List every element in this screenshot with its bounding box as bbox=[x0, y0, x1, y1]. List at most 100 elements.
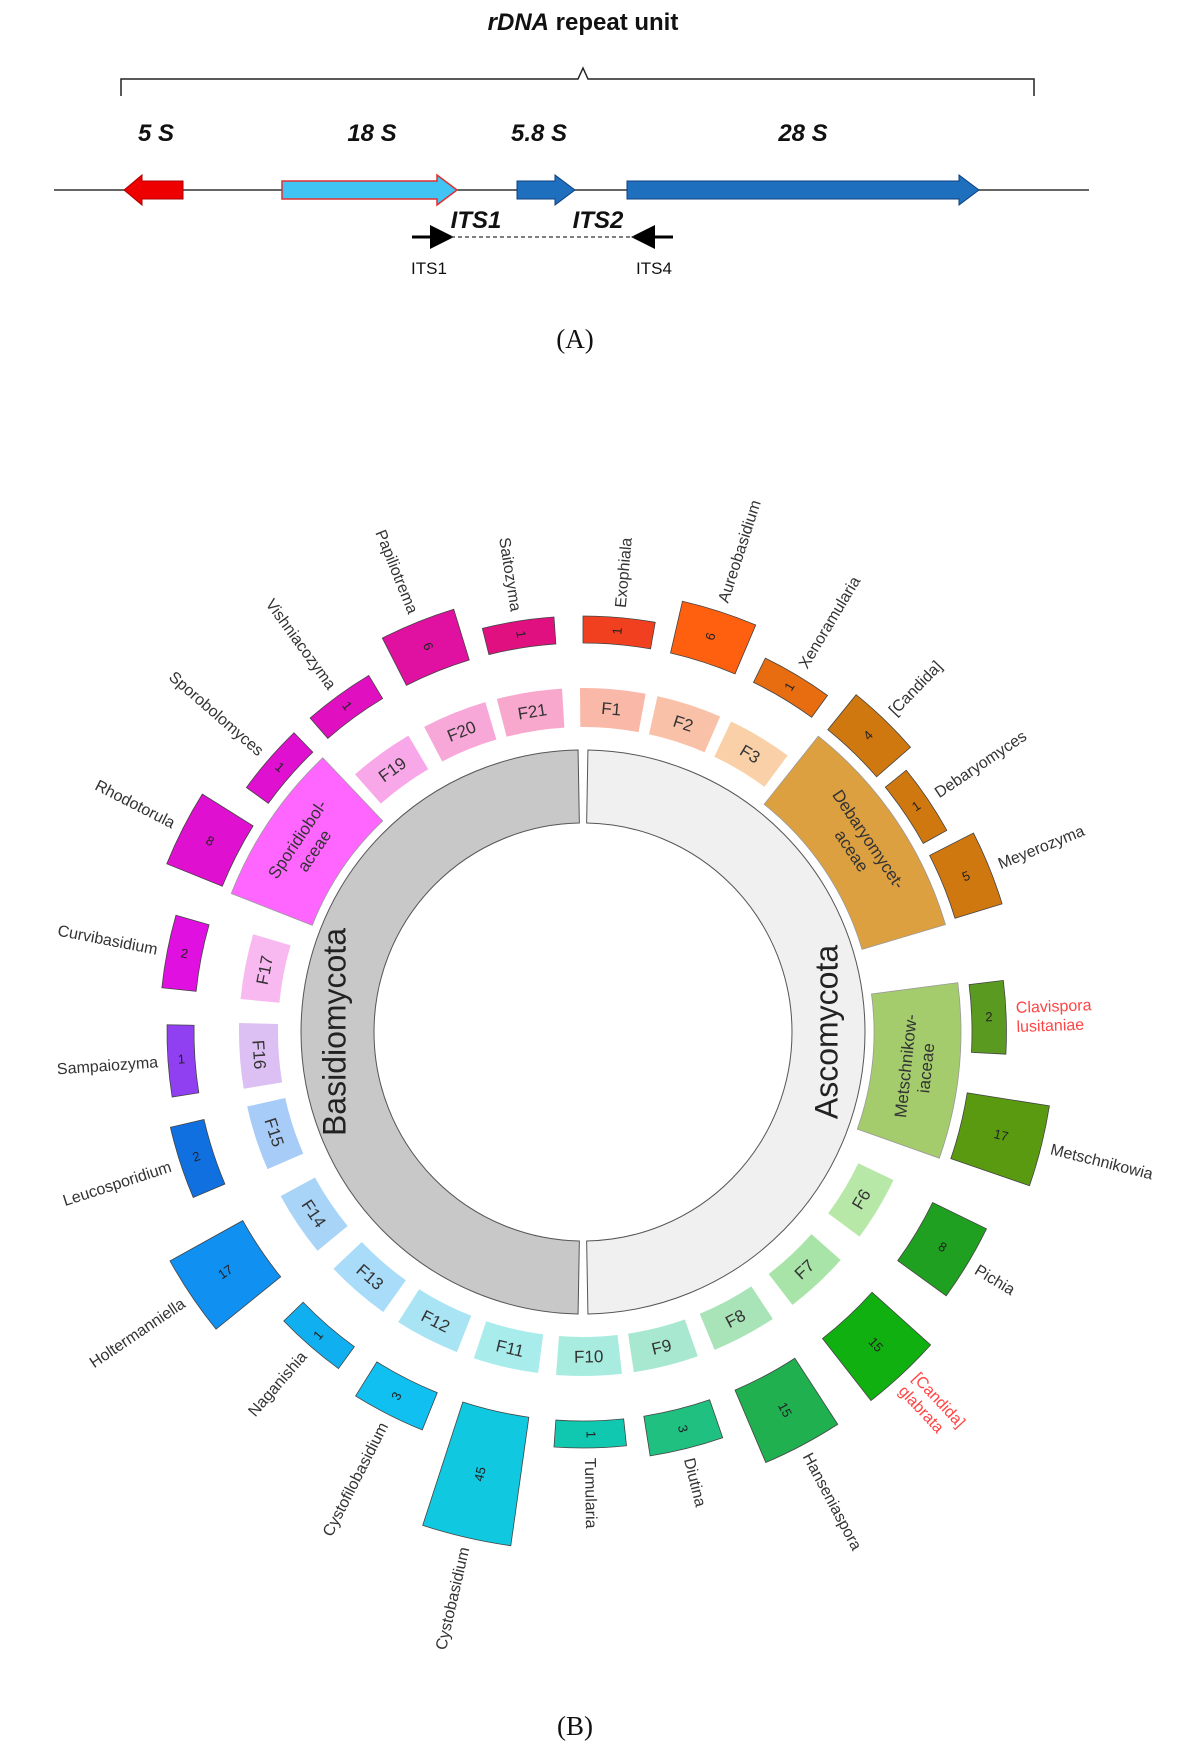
phylum-label: Ascomycota bbox=[808, 945, 844, 1119]
family-sector bbox=[238, 1022, 283, 1089]
genus-label-line: Debaryomyces bbox=[932, 728, 1030, 802]
family-label: F1 bbox=[601, 699, 622, 720]
sunburst: AscomycotaF11ExophialaF26AureobasidiumF3… bbox=[56, 498, 1154, 1651]
genus-count: 17 bbox=[215, 1262, 235, 1283]
panel-label: (A) bbox=[556, 324, 593, 354]
family-label-line: F10 bbox=[574, 1347, 604, 1367]
family-label: F9 bbox=[650, 1336, 674, 1359]
primer-label: ITS1 bbox=[411, 259, 447, 278]
family-label: F16 bbox=[248, 1039, 269, 1070]
family-sector bbox=[649, 696, 721, 753]
genus-label: Debaryomyces bbox=[932, 728, 1030, 802]
genus-label: [Candida] bbox=[886, 658, 946, 719]
phylum-label: Basidiomycota bbox=[316, 928, 352, 1136]
genus-label: Hanseniaspora bbox=[799, 1450, 865, 1553]
genus-label: Holtermanniella bbox=[87, 1295, 189, 1371]
genus-label-line: Pichia bbox=[971, 1262, 1017, 1299]
genus-bar bbox=[422, 1401, 530, 1547]
family-sector bbox=[230, 757, 384, 926]
family-sector bbox=[628, 1319, 698, 1373]
genus-bar bbox=[355, 1361, 438, 1431]
genus-label: Sporobolomyces bbox=[165, 669, 266, 760]
panel-label: (B) bbox=[557, 1711, 593, 1741]
title-rest: repeat unit bbox=[556, 9, 679, 36]
genus-count: 2 bbox=[191, 1148, 203, 1165]
genus-bar bbox=[752, 657, 829, 718]
genus-label-line: Aureobasidium bbox=[716, 498, 765, 605]
genus-label-line: Metschnikowia bbox=[1049, 1141, 1155, 1183]
genus-label: Tumularia bbox=[581, 1458, 599, 1529]
family-sector bbox=[240, 934, 291, 1003]
genus-label-line: Hanseniaspora bbox=[799, 1450, 865, 1553]
family-sector bbox=[699, 1286, 773, 1350]
family-label-line: F21 bbox=[516, 700, 548, 723]
genus-label-line: lusitaniae bbox=[1016, 1017, 1084, 1036]
repeat-title: rDNA repeat unit bbox=[488, 9, 679, 36]
genus-label: Meyerozyma bbox=[996, 823, 1087, 873]
primer-label: ITS4 bbox=[636, 259, 672, 278]
genus-bar bbox=[734, 1357, 839, 1464]
genus-label-line: Cystobasidium bbox=[433, 1546, 473, 1652]
family-label-line: F1 bbox=[601, 699, 622, 720]
genus-label: Cystofilobasidium bbox=[320, 1420, 392, 1539]
genus-count: 2 bbox=[985, 1009, 993, 1024]
genus-bar bbox=[821, 1291, 932, 1402]
gene-arrow bbox=[626, 174, 980, 206]
genus-label-line: [Candida] bbox=[886, 658, 946, 719]
phylum-sector bbox=[300, 749, 580, 1315]
genus-bar bbox=[169, 1220, 282, 1330]
family-sector bbox=[333, 1241, 406, 1313]
genus-label-line: Clavispora bbox=[1016, 997, 1092, 1017]
genus-label-line: Cystofilobasidium bbox=[320, 1420, 392, 1539]
gene-arrow bbox=[123, 173, 184, 207]
family-sector bbox=[247, 1098, 304, 1170]
genus-label-line: Leucosporidium bbox=[61, 1159, 174, 1210]
genus-label: Metschnikowia bbox=[1049, 1141, 1155, 1183]
genus-count: 1 bbox=[177, 1051, 185, 1066]
genus-label: Sampaiozyma bbox=[56, 1054, 158, 1078]
genus-label-line: Xenoramularia bbox=[796, 574, 864, 672]
family-sector bbox=[828, 1163, 894, 1237]
family-label-line: F16 bbox=[248, 1039, 269, 1070]
genus-count: 1 bbox=[609, 627, 625, 636]
genus-count: 1 bbox=[513, 630, 529, 639]
genus-label-line: Naganishia bbox=[245, 1349, 310, 1421]
family-sector bbox=[496, 688, 565, 737]
genus-label: Clavisporalusitaniae bbox=[1016, 997, 1093, 1036]
genus-label-line: Curvibasidium bbox=[56, 923, 159, 959]
region-label: ITS1 bbox=[451, 207, 502, 234]
genus-label-line: Meyerozyma bbox=[996, 823, 1087, 873]
genus-label-line: Sporobolomyces bbox=[165, 669, 266, 760]
genus-label-line: Sampaiozyma bbox=[56, 1054, 158, 1078]
gene-label: 28 S bbox=[777, 120, 827, 147]
genus-bar bbox=[169, 1119, 226, 1198]
family-sector bbox=[856, 982, 962, 1159]
genus-label: Xenoramularia bbox=[796, 574, 864, 672]
genus-label-line: Vishniacozyma bbox=[262, 596, 339, 693]
genus-label-line: Exophiala bbox=[613, 537, 636, 609]
genus-count: 2 bbox=[179, 945, 189, 961]
title-italic: rDNA bbox=[488, 9, 549, 36]
genus-count: 45 bbox=[471, 1465, 489, 1482]
region-label: ITS2 bbox=[573, 207, 624, 234]
genus-label: Vishniacozyma bbox=[262, 596, 339, 693]
genus-bar bbox=[166, 793, 254, 887]
genus-bar bbox=[582, 615, 656, 650]
genus-label: Papiliotrema bbox=[371, 528, 420, 617]
family-sector bbox=[355, 735, 429, 804]
brace bbox=[120, 66, 1035, 96]
gene-arrow bbox=[281, 173, 459, 207]
genus-label: Aureobasidium bbox=[716, 498, 765, 605]
family-sector bbox=[768, 1234, 841, 1305]
genus-label-line: Rhodotorula bbox=[92, 777, 177, 832]
genus-count: 1 bbox=[584, 1431, 599, 1438]
genus-label-line: Tumularia bbox=[581, 1458, 599, 1529]
genus-label: Diutina bbox=[680, 1456, 709, 1509]
genus-bar bbox=[643, 1399, 724, 1457]
genus-bar bbox=[381, 608, 470, 686]
genus-bar bbox=[897, 1201, 988, 1297]
genus-label: Saitozyma bbox=[495, 536, 523, 613]
genus-label: Pichia bbox=[971, 1262, 1017, 1299]
genus-label-line: Diutina bbox=[680, 1456, 709, 1509]
